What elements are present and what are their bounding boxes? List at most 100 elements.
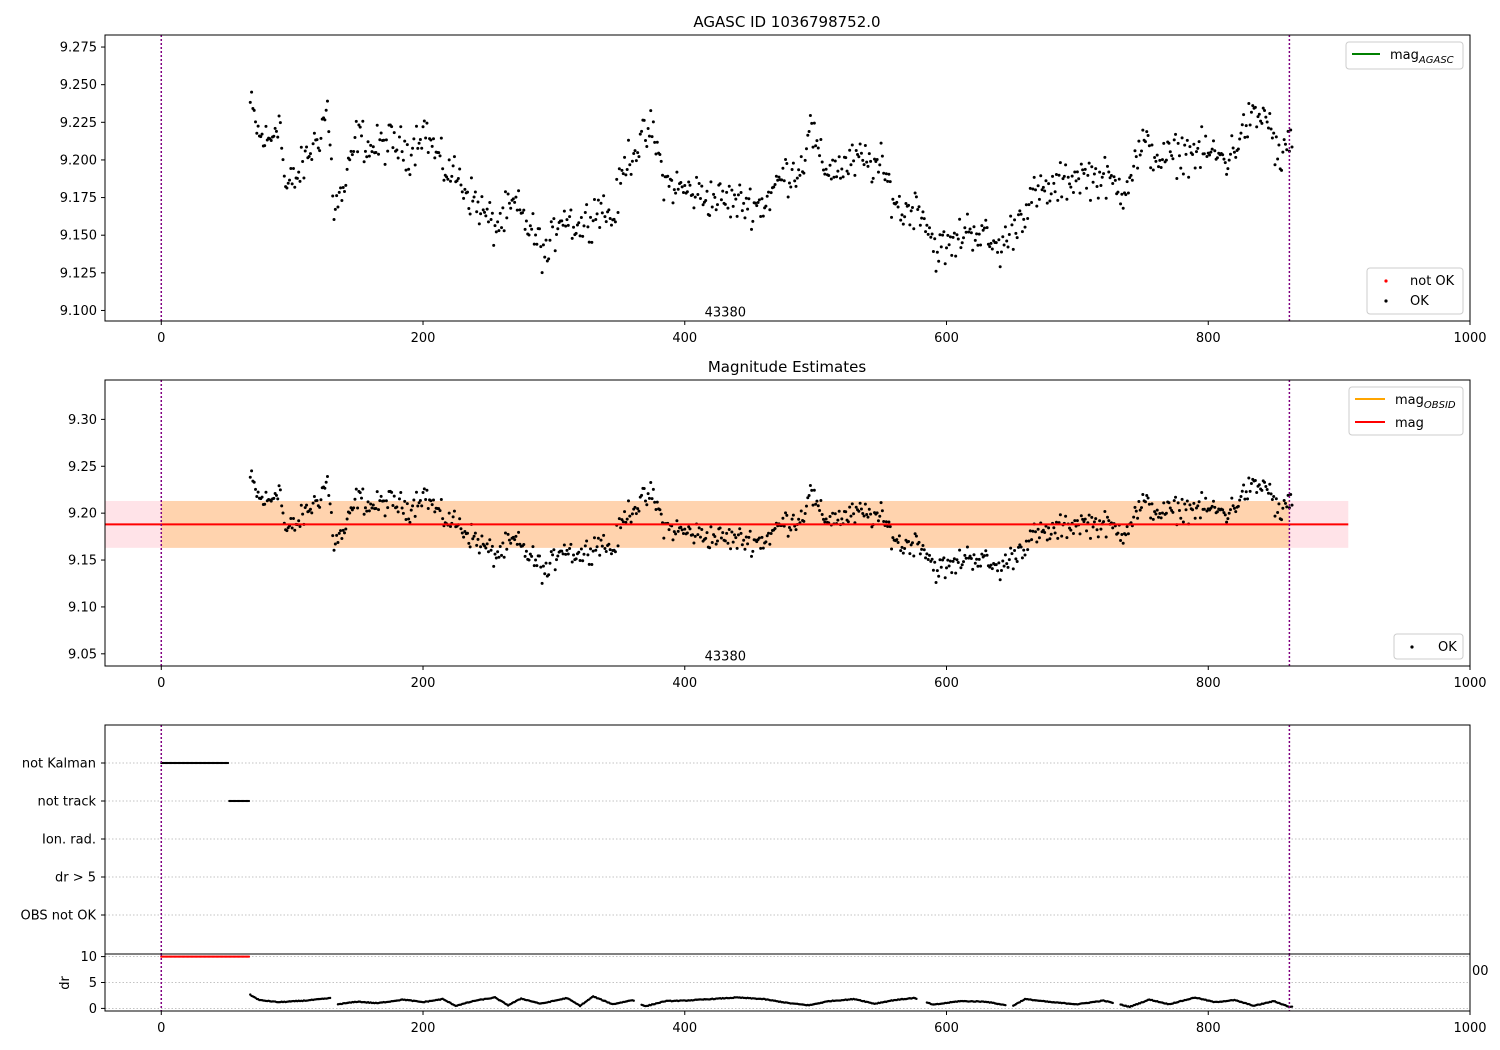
data-point (768, 542, 772, 546)
data-point (786, 534, 790, 538)
data-point (705, 189, 709, 193)
data-point (476, 537, 480, 541)
data-point (619, 526, 623, 530)
data-point (1048, 537, 1052, 541)
data-point (1091, 180, 1095, 184)
data-point (1109, 173, 1113, 177)
data-point (852, 512, 856, 516)
data-point (289, 516, 293, 520)
data-point (447, 511, 451, 515)
data-point (688, 183, 692, 187)
data-point (353, 497, 357, 501)
data-point (336, 540, 340, 544)
data-point (659, 512, 663, 516)
data-point (653, 140, 657, 144)
data-point (837, 155, 841, 159)
data-point (1040, 188, 1044, 192)
legend-frame (1393, 633, 1464, 660)
data-point (1010, 552, 1014, 556)
data-point (1143, 500, 1147, 504)
data-point (430, 144, 434, 148)
data-point (544, 561, 548, 565)
data-point (1223, 513, 1227, 517)
data-point (680, 528, 684, 532)
data-point (709, 180, 713, 184)
data-point (1246, 135, 1250, 139)
data-point (254, 120, 257, 124)
data-point (1238, 137, 1242, 141)
data-point (449, 524, 452, 528)
data-point (1075, 170, 1079, 174)
data-point (845, 169, 849, 173)
data-point (1223, 161, 1227, 165)
data-point (667, 184, 671, 188)
legend-magnitude-lines: magOBSID mag (1348, 386, 1464, 436)
data-point (379, 494, 383, 498)
data-point (626, 138, 630, 142)
data-point (1088, 198, 1092, 202)
data-point (467, 541, 471, 545)
data-point (377, 508, 381, 512)
data-point (1167, 501, 1171, 505)
data-point (625, 168, 629, 172)
data-point (1095, 528, 1099, 532)
data-point (988, 245, 992, 249)
data-point (608, 548, 612, 552)
data-point (1268, 112, 1272, 116)
data-point (733, 533, 736, 537)
data-point (723, 539, 727, 543)
data-point (1014, 557, 1018, 561)
data-point (1240, 489, 1244, 493)
data-point (662, 536, 666, 540)
data-point (880, 154, 884, 158)
data-point (400, 150, 404, 154)
data-point (1179, 166, 1183, 170)
data-point (955, 233, 959, 237)
data-point (397, 497, 401, 501)
data-point (747, 197, 751, 201)
data-point (740, 209, 744, 213)
data-point (794, 528, 798, 532)
data-point (1172, 138, 1176, 142)
x-tick-label: 200 (411, 676, 436, 691)
data-point (685, 190, 689, 194)
data-point (613, 220, 617, 224)
data-point (1183, 502, 1187, 506)
data-point (1125, 525, 1129, 529)
data-point (1158, 158, 1162, 162)
data-point (1202, 507, 1206, 511)
data-point (981, 228, 985, 232)
data-point (676, 187, 680, 191)
data-point (281, 511, 285, 515)
x-tick-label: 1000 (1453, 676, 1486, 691)
data-point (886, 179, 890, 183)
data-point (600, 211, 604, 215)
data-point (799, 155, 803, 159)
data-point (623, 510, 627, 514)
data-point (989, 563, 993, 567)
data-point (1071, 191, 1075, 195)
data-point (1007, 558, 1011, 562)
data-point (354, 119, 358, 123)
panel-magnitude-annotation: 43380 (705, 649, 746, 664)
data-point (1081, 517, 1085, 521)
data-point (382, 499, 386, 503)
data-point (1007, 233, 1011, 236)
data-point (1247, 102, 1251, 106)
data-point (645, 144, 649, 148)
data-point (286, 181, 290, 185)
data-point (1283, 142, 1287, 146)
data-point (1104, 196, 1108, 200)
data-point (1092, 172, 1096, 176)
data-point (1031, 529, 1035, 533)
data-point (264, 490, 268, 494)
data-point (403, 499, 407, 503)
data-point (386, 506, 390, 510)
data-point (1196, 146, 1200, 150)
data-point (489, 548, 493, 552)
data-point (1088, 536, 1092, 540)
data-point (1180, 497, 1184, 501)
data-point (917, 205, 921, 209)
data-point (1077, 177, 1081, 181)
data-point (524, 219, 528, 223)
